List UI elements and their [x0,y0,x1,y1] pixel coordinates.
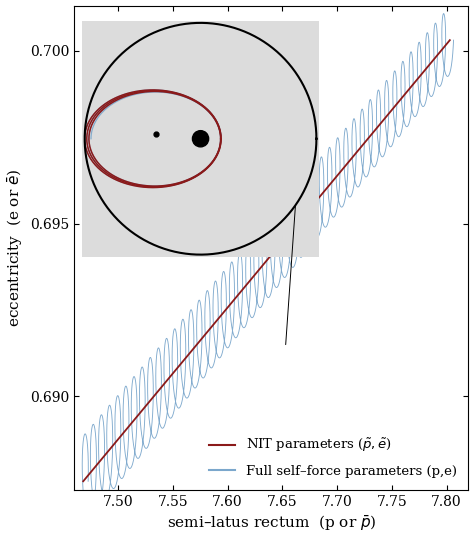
X-axis label: semi–latus rectum  (p or $\bar{p}$): semi–latus rectum (p or $\bar{p}$) [167,514,376,534]
Legend: NIT parameters ($\tilde{p},\tilde{e}$), Full self–force parameters (p,e): NIT parameters ($\tilde{p},\tilde{e}$), … [203,432,462,483]
Y-axis label: eccentricity  (e or $\bar{e}$): eccentricity (e or $\bar{e}$) [6,169,25,327]
